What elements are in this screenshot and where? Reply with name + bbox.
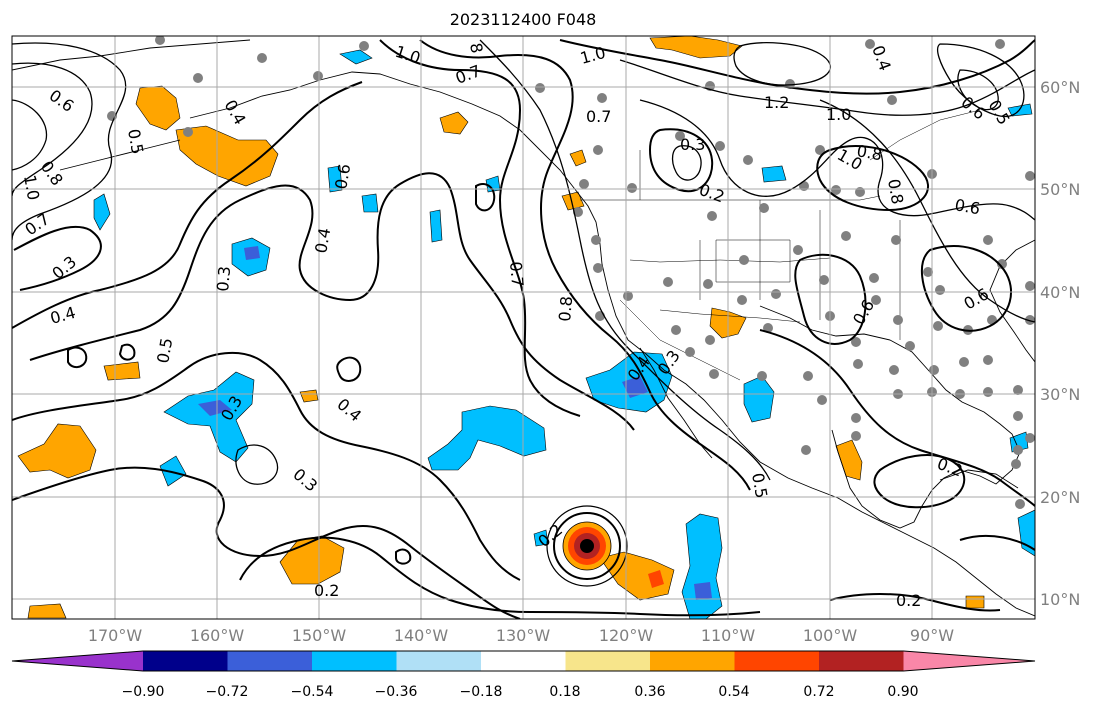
colorbar: −0.90 −0.72 −0.54 −0.36 −0.18 0.18 0.36 … (11, 650, 1036, 700)
negative-anomaly-region (533, 529, 549, 547)
strong-negative-anomaly-region (198, 400, 232, 416)
contour-label: 0.5 (153, 336, 176, 364)
longitude-label: 170°W (88, 626, 143, 645)
colorbar-tick-label: 0.90 (887, 684, 918, 700)
contour-label: 0.3 (680, 135, 705, 154)
colorbar-tick-label: 0.54 (718, 684, 749, 700)
map-title: 2023112400 F048 (450, 10, 597, 29)
positive-anomaly-region (299, 389, 319, 403)
colorbar-segment (650, 651, 735, 671)
positive-anomaly-region (439, 111, 469, 135)
colorbar-segment (143, 651, 228, 671)
longitude-label: 130°W (496, 626, 551, 645)
positive-anomaly-region (103, 361, 141, 381)
colorbar-segment (565, 651, 650, 671)
negative-anomaly-region (159, 455, 187, 487)
longitude-label: 100°W (803, 626, 858, 645)
longitude-label: 140°W (394, 626, 449, 645)
contour-label: 0.4 (311, 226, 334, 254)
latitude-label: 10°N (1040, 590, 1080, 609)
contour-label: 1.0 (826, 105, 851, 124)
colorbar-tick-label: −0.54 (291, 684, 334, 700)
negative-anomaly-region (361, 193, 379, 213)
longitude-axis: 170°W 160°W 150°W 140°W 130°W 120°W 110°… (88, 626, 954, 645)
contour-label: 1.0 (20, 173, 43, 201)
colorbar-segments (11, 650, 1036, 672)
positive-anomaly-region (599, 551, 675, 601)
strong-positive-anomaly-region (648, 570, 664, 588)
negative-anomaly-region (93, 193, 111, 231)
longitude-label: 160°W (190, 626, 245, 645)
colorbar-tick-label: −0.18 (460, 684, 503, 700)
positive-anomaly-region (569, 149, 587, 167)
latitude-label: 60°N (1040, 78, 1080, 97)
negative-anomaly-region (1017, 509, 1035, 557)
positive-anomaly-region (175, 125, 279, 187)
latitude-axis: 60°N 50°N 40°N 30°N 20°N 10°N (1040, 78, 1080, 609)
contour-label: 0.6 (331, 162, 354, 190)
colorbar-tick-label: 0.72 (803, 684, 834, 700)
latitude-label: 30°N (1040, 385, 1080, 404)
contour-label: 0.8 (555, 295, 576, 322)
contour-label: 0.8 (884, 177, 907, 205)
colorbar-segment (396, 651, 481, 671)
latitude-label: 40°N (1040, 283, 1080, 302)
positive-anomaly-region (17, 423, 97, 479)
positive-anomaly-region (561, 191, 585, 211)
colorbar-segment (819, 651, 904, 671)
colorbar-tick-label: −0.90 (122, 684, 165, 700)
positive-anomaly-region (135, 85, 181, 131)
colorbar-tick-label: 0.18 (549, 684, 580, 700)
colorbar-tick-labels: −0.90 −0.72 −0.54 −0.36 −0.18 0.18 0.36 … (122, 684, 919, 700)
contour-label: 1.2 (764, 93, 789, 112)
colorbar-segment (227, 651, 312, 671)
contour-label: 8 (466, 41, 486, 54)
negative-anomaly-region (339, 49, 373, 65)
strong-negative-anomaly-region (244, 246, 260, 260)
negative-anomaly-region (429, 209, 443, 243)
colorbar-segment (903, 651, 1035, 671)
longitude-label: 110°W (701, 626, 756, 645)
contour-label: 0.7 (506, 261, 527, 288)
contour-label: 0.7 (586, 107, 611, 126)
graticule (12, 36, 1035, 619)
contour-label: 0.5 (748, 471, 771, 499)
longitude-label: 90°W (910, 626, 954, 645)
strong-negative-anomaly-region (694, 582, 712, 600)
map-panel: 1.0 0.6 0.5 0.4 1.0 8 0.7 1.0 0.4 0.5 0.… (11, 35, 1036, 620)
contour-label: 0.2 (896, 591, 921, 610)
positive-anomaly-region (649, 36, 743, 59)
latitude-label: 20°N (1040, 488, 1080, 507)
colorbar-tick-label: −0.36 (375, 684, 418, 700)
negative-anomaly-region (327, 165, 343, 193)
strong-negative-anomaly-region (622, 376, 648, 398)
colorbar-segment (12, 651, 143, 671)
negative-anomaly-region (427, 405, 547, 471)
map-frame (11, 35, 1036, 620)
contour-label: 0.6 (953, 195, 981, 218)
longitude-label: 120°W (599, 626, 654, 645)
colorbar-segment (312, 651, 397, 671)
latitude-label: 50°N (1040, 180, 1080, 199)
colorbar-segment (734, 651, 819, 671)
positive-anomaly-region (27, 603, 67, 619)
colorbar-tick-label: −0.72 (206, 684, 249, 700)
station-markers (107, 36, 1035, 509)
contour-label: 0.3 (213, 265, 234, 292)
negative-anomaly-region (681, 513, 723, 619)
longitude-label: 150°W (292, 626, 347, 645)
cyclone-anomaly (546, 505, 628, 587)
positive-anomaly-region (965, 595, 985, 609)
colorbar-segment (481, 651, 566, 671)
negative-anomaly-region (761, 165, 787, 183)
contour-lines (12, 39, 1035, 619)
colorbar-tick-label: 0.36 (634, 684, 665, 700)
contour-label: 0.8 (855, 141, 883, 164)
colorbar-outline (11, 650, 1036, 672)
contour-label: 0.2 (314, 581, 339, 600)
contour-label: 0.5 (124, 127, 147, 155)
